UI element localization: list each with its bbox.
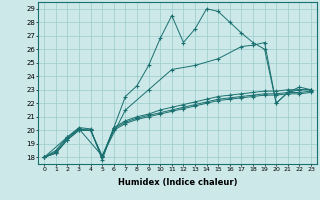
X-axis label: Humidex (Indice chaleur): Humidex (Indice chaleur) — [118, 178, 237, 187]
